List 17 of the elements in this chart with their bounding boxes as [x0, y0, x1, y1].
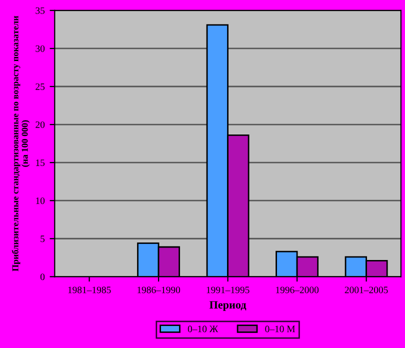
y-tick-label: 20	[36, 121, 45, 128]
y-tick-label: 30	[36, 45, 45, 52]
x-tick-label: 1996–2000	[276, 286, 319, 294]
x-axis-title: Период	[210, 301, 246, 311]
y-tick-label: 0	[40, 274, 45, 280]
legend-label: 0–10 Ж	[188, 326, 218, 332]
y-axis-title: Приблизительные стандартизованные по возрасту показатели (на 100 000)	[12, 16, 30, 272]
legend-label: 0–10 М	[265, 326, 296, 332]
y-tick-label: 10	[36, 198, 45, 204]
x-tick-label: 1981–1985	[68, 286, 111, 294]
y-tick-label: 35	[36, 7, 45, 14]
y-tick-label: 5	[40, 236, 45, 242]
x-tick-label: 1986–1990	[138, 286, 180, 294]
y-tick-label: 25	[36, 83, 45, 90]
y-tick-label: 15	[36, 160, 45, 166]
x-tick-label: 2001–2005	[344, 286, 388, 294]
x-tick-label: 1991–1995	[206, 286, 250, 294]
